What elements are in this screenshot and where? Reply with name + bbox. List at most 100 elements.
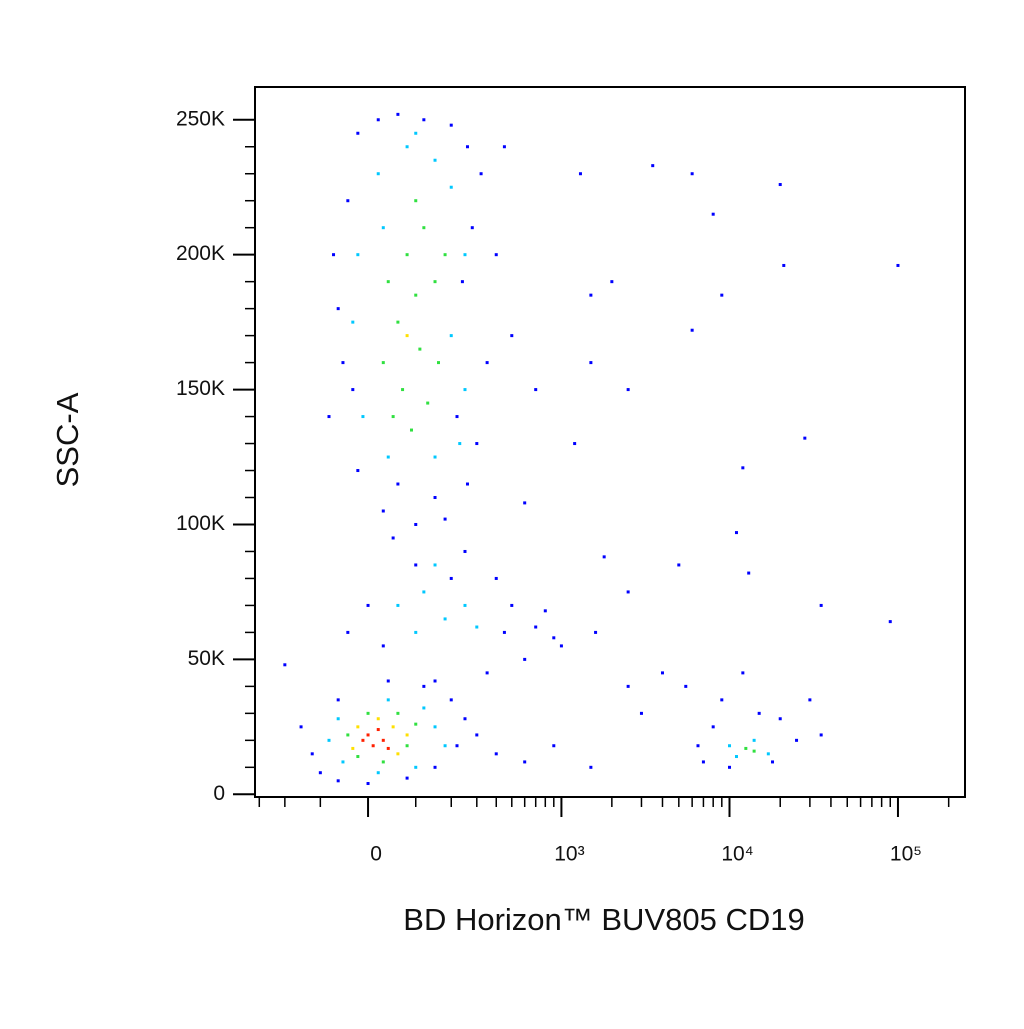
point [734, 755, 738, 759]
point [465, 482, 469, 486]
point [381, 738, 385, 742]
point [573, 442, 577, 446]
x-axis-title: BD Horizon™ BUV805 CD19 [403, 902, 804, 937]
point [386, 698, 390, 702]
point [351, 388, 355, 392]
point [436, 361, 440, 365]
point [433, 158, 437, 162]
point [888, 620, 892, 624]
point [386, 746, 390, 750]
point [381, 644, 385, 648]
point [782, 263, 786, 267]
point [711, 725, 715, 729]
point [747, 571, 751, 575]
point [341, 361, 345, 365]
point [455, 744, 459, 748]
point [391, 725, 395, 729]
point [463, 253, 467, 257]
point [351, 320, 355, 324]
point [381, 361, 385, 365]
point [475, 625, 479, 629]
point [752, 738, 756, 742]
point [433, 563, 437, 567]
x-tick-label: 10⁴ [721, 843, 753, 866]
point [510, 603, 514, 607]
point [741, 466, 745, 470]
point [346, 733, 350, 737]
point [371, 744, 375, 748]
point [396, 112, 400, 116]
point [626, 590, 630, 594]
point [396, 752, 400, 756]
point [720, 293, 724, 297]
point [366, 711, 370, 715]
point [589, 361, 593, 365]
point [443, 617, 447, 621]
point [346, 630, 350, 634]
x-tick-label: 0 [370, 843, 382, 866]
point [433, 725, 437, 729]
point [405, 744, 409, 748]
point [386, 455, 390, 459]
point [409, 428, 413, 432]
point [589, 765, 593, 769]
y-tick-label: 200K [176, 242, 225, 265]
point [356, 755, 360, 759]
y-tick-label: 50K [188, 647, 225, 670]
point [778, 717, 782, 721]
point [449, 576, 453, 580]
point [766, 752, 770, 756]
point [720, 698, 724, 702]
y-tick-label: 0 [213, 782, 225, 805]
point [896, 263, 900, 267]
point [449, 334, 453, 338]
point [701, 760, 705, 764]
point [405, 253, 409, 257]
point [426, 401, 430, 405]
point [341, 760, 345, 764]
point [485, 671, 489, 675]
point [310, 752, 314, 756]
point [803, 436, 807, 440]
point [336, 779, 340, 783]
plot-frame [254, 86, 966, 798]
point [771, 760, 775, 764]
point [361, 415, 365, 419]
point [552, 636, 556, 640]
point [460, 280, 464, 284]
point [808, 698, 812, 702]
point [443, 744, 447, 748]
point [386, 280, 390, 284]
point [660, 671, 664, 675]
x-tick-label: 10⁵ [890, 843, 922, 866]
point [523, 760, 527, 764]
point [728, 765, 732, 769]
point [396, 603, 400, 607]
point [376, 728, 380, 732]
point [711, 212, 715, 216]
point [405, 776, 409, 780]
point [336, 698, 340, 702]
point [396, 320, 400, 324]
point [559, 644, 563, 648]
y-tick-label: 250K [176, 107, 225, 130]
point [433, 679, 437, 683]
point [405, 334, 409, 338]
point [684, 684, 688, 688]
point [386, 679, 390, 683]
point [327, 738, 331, 742]
point [778, 183, 782, 187]
point [422, 706, 426, 710]
point [757, 711, 761, 715]
point [356, 469, 360, 473]
point [455, 415, 459, 419]
point [479, 172, 483, 176]
point [463, 717, 467, 721]
point [443, 253, 447, 257]
point [327, 415, 331, 419]
point [470, 226, 474, 230]
point [366, 782, 370, 786]
point [381, 760, 385, 764]
point [651, 164, 655, 168]
point [485, 361, 489, 365]
